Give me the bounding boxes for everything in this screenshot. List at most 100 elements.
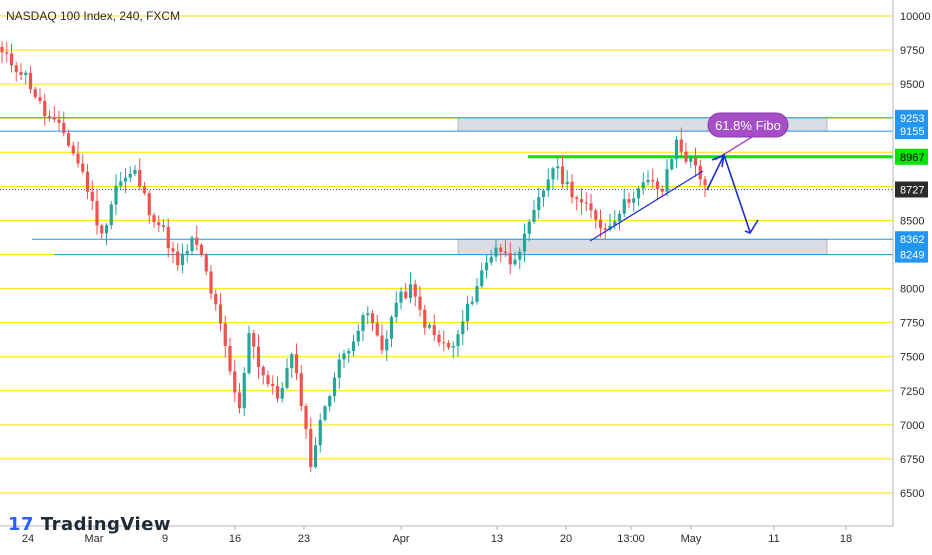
price-label-9155: 9155 xyxy=(900,126,924,138)
price-label-bg-8362 xyxy=(895,231,928,248)
candle-body xyxy=(404,291,408,299)
candle-body xyxy=(123,177,128,182)
price-label-8362: 8362 xyxy=(900,234,924,246)
candle-body xyxy=(309,429,313,467)
candle-body xyxy=(52,117,56,120)
time-tick-0: 24 xyxy=(22,533,34,545)
candle-body xyxy=(461,321,465,335)
candle-body xyxy=(223,323,227,347)
candle-body xyxy=(489,256,493,263)
fibo-label-text: 61.8% Fibo xyxy=(715,118,781,133)
candle-body xyxy=(81,163,85,172)
candle-body xyxy=(9,53,14,66)
chart-title: NASDAQ 100 Index, 240, FXCM xyxy=(6,9,181,23)
candle-body xyxy=(693,157,698,166)
candle-body xyxy=(636,188,641,199)
candle-body xyxy=(484,262,489,271)
candle-body xyxy=(313,445,318,467)
candle-body xyxy=(323,406,327,420)
candle-body xyxy=(280,387,284,399)
candle-body xyxy=(660,188,664,192)
candle-body xyxy=(551,168,555,180)
candle-body xyxy=(214,293,218,305)
candle-body xyxy=(370,313,375,324)
candle-body xyxy=(494,247,498,257)
candle-body xyxy=(446,343,451,348)
candle-body xyxy=(290,354,294,369)
candle-body xyxy=(385,338,389,351)
candle-body xyxy=(423,309,427,328)
candle-body xyxy=(66,132,71,146)
candle-body xyxy=(389,317,394,339)
candle-body xyxy=(176,251,180,266)
candle-body xyxy=(71,145,75,154)
candle-body xyxy=(655,181,660,189)
candle-body xyxy=(375,323,379,336)
candle-body xyxy=(209,271,213,294)
candle-body xyxy=(499,247,503,252)
candle-body xyxy=(627,199,631,203)
time-tick-10: 11 xyxy=(768,533,779,545)
candle-body xyxy=(546,179,550,191)
candle-body xyxy=(579,199,584,203)
candle-body xyxy=(318,419,322,446)
candle-body xyxy=(62,122,66,133)
candle-body xyxy=(613,221,617,226)
candle-body xyxy=(185,251,189,254)
candle-body xyxy=(646,180,650,183)
price-tick-2: 7000 xyxy=(900,420,924,432)
price-label-8249: 8249 xyxy=(900,250,924,262)
time-tick-5: Apr xyxy=(392,533,409,545)
candle-body xyxy=(119,181,123,186)
candle-body xyxy=(252,333,256,347)
price-label-bg-9253 xyxy=(895,109,928,126)
candle-body xyxy=(518,251,522,260)
candle-body xyxy=(541,190,546,198)
candle-body xyxy=(76,153,80,164)
price-tick-0: 6500 xyxy=(900,488,924,500)
time-tick-9: May xyxy=(681,533,702,545)
rising-trendline xyxy=(589,170,704,242)
candle-body xyxy=(527,221,531,234)
candle-body xyxy=(147,193,151,216)
candle-body xyxy=(299,373,303,407)
candle-body xyxy=(261,366,265,376)
candle-body xyxy=(100,225,104,234)
price-tick-12: 9500 xyxy=(900,79,924,91)
candle-body xyxy=(90,191,94,201)
candle-body xyxy=(33,89,37,98)
tradingview-logo: 17 TradingView xyxy=(8,514,172,535)
candle-body xyxy=(166,226,170,249)
candle-body xyxy=(684,151,688,162)
candle-body xyxy=(332,377,337,397)
candle-body xyxy=(328,396,332,407)
candle-body xyxy=(256,346,261,367)
candle-body xyxy=(180,253,185,266)
candle-body xyxy=(85,171,90,192)
candle-body xyxy=(674,139,679,160)
time-tick-1: Mar xyxy=(85,533,104,545)
candle-body xyxy=(689,157,693,162)
candle-body xyxy=(470,301,474,304)
candle-body xyxy=(584,202,588,204)
candle-body xyxy=(242,373,246,409)
candle-body xyxy=(475,286,479,302)
price-tick-4: 7500 xyxy=(900,352,924,364)
price-tick-14: 10000 xyxy=(900,11,931,23)
candle-body xyxy=(594,210,598,220)
candle-body xyxy=(622,199,626,214)
candle-body xyxy=(418,296,422,310)
candle-body xyxy=(161,225,166,227)
candle-body xyxy=(28,72,33,90)
candle-body xyxy=(157,222,161,226)
candle-body xyxy=(456,334,460,347)
candle-body xyxy=(703,179,707,185)
candle-body xyxy=(347,351,351,354)
candle-body xyxy=(432,325,436,335)
candle-body xyxy=(304,406,308,430)
candle-body xyxy=(565,181,569,184)
candle-body xyxy=(503,251,508,254)
